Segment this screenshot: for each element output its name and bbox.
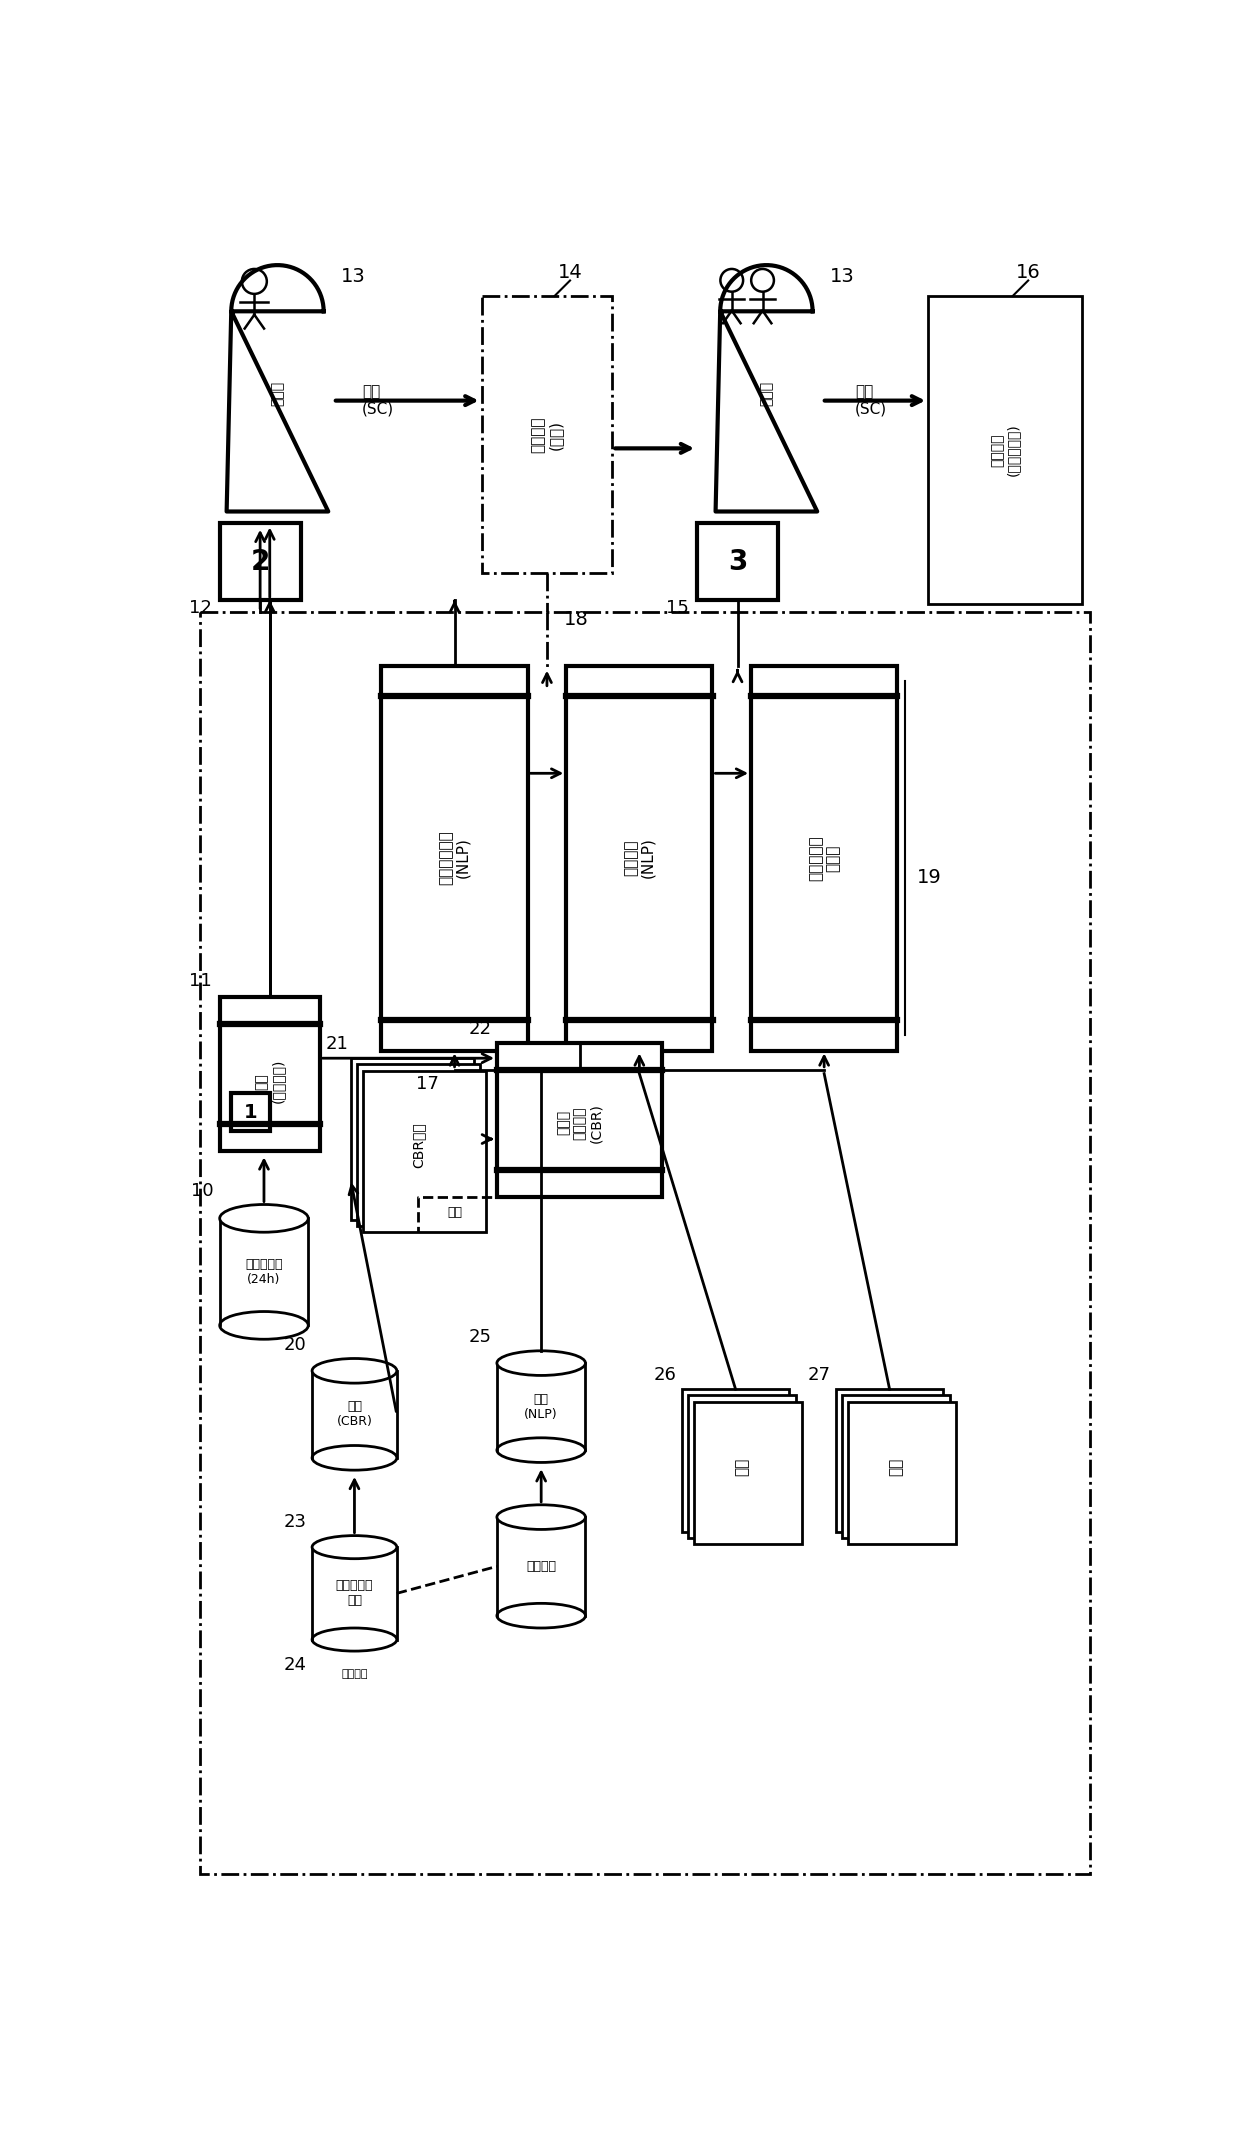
Text: 传感器
特征压缩
(CBR): 传感器 特征压缩 (CBR) [557, 1103, 603, 1143]
Ellipse shape [312, 1536, 397, 1559]
Bar [481, 296, 613, 573]
Text: 训练
(NLP): 训练 (NLP) [525, 1392, 558, 1420]
Text: 文本特征提取
(NLP): 文本特征提取 (NLP) [439, 830, 471, 886]
Bar [351, 1057, 474, 1221]
Bar [363, 1070, 486, 1231]
Bar [688, 1396, 796, 1538]
Text: 训练
(CBR): 训练 (CBR) [336, 1401, 372, 1429]
Text: 翻开: 翻开 [448, 1205, 463, 1218]
Bar [567, 665, 713, 1051]
Bar [928, 296, 1083, 605]
Polygon shape [715, 266, 817, 511]
Bar [497, 1042, 662, 1197]
Bar [219, 997, 320, 1150]
Bar [842, 1396, 950, 1538]
Ellipse shape [497, 1506, 585, 1529]
Text: 1: 1 [244, 1103, 258, 1122]
Text: 15: 15 [666, 598, 689, 618]
Ellipse shape [497, 1437, 585, 1463]
Bar [836, 1390, 944, 1532]
Text: 19: 19 [916, 869, 941, 886]
Text: 仪表板: 仪表板 [759, 380, 774, 405]
Text: 26: 26 [653, 1366, 676, 1384]
Bar [751, 665, 898, 1051]
Text: 历史案例: 历史案例 [526, 1559, 557, 1572]
Ellipse shape [312, 1446, 397, 1469]
Ellipse shape [497, 1351, 585, 1375]
Text: 隔离
(SC): 隔离 (SC) [362, 384, 394, 416]
Bar [201, 611, 1090, 1875]
Text: 16: 16 [1016, 264, 1040, 283]
Ellipse shape [219, 1311, 309, 1338]
Text: 22: 22 [469, 1019, 491, 1038]
Bar [697, 523, 777, 601]
Bar [219, 523, 300, 601]
Text: 初步通知
(案例): 初步通知 (案例) [531, 416, 563, 453]
Bar [231, 1092, 270, 1130]
Bar [682, 1390, 790, 1532]
Ellipse shape [219, 1205, 309, 1231]
Text: 21: 21 [325, 1036, 348, 1053]
Text: 历史传感器
数据: 历史传感器 数据 [336, 1579, 373, 1607]
Ellipse shape [312, 1358, 397, 1384]
Text: 11: 11 [188, 972, 212, 991]
Polygon shape [227, 266, 329, 511]
Text: 23: 23 [284, 1512, 306, 1532]
Text: 20: 20 [284, 1336, 306, 1353]
Text: 集群检索
(NLP): 集群检索 (NLP) [624, 837, 656, 879]
Text: 27: 27 [807, 1366, 831, 1384]
Text: 相互链接: 相互链接 [341, 1669, 368, 1680]
Text: 客户通知
(更新的案例): 客户通知 (更新的案例) [990, 423, 1021, 476]
Text: 13: 13 [341, 268, 366, 285]
Text: 集成的排序
和检索: 集成的排序 和检索 [808, 834, 841, 882]
Bar [357, 1064, 480, 1227]
Text: 传感器数据
(24h): 传感器数据 (24h) [246, 1257, 283, 1285]
Text: 仪表板: 仪表板 [270, 380, 284, 405]
Text: 语法: 语法 [734, 1459, 749, 1476]
Bar [848, 1401, 956, 1544]
Text: 检测
(基于代理): 检测 (基于代理) [254, 1060, 285, 1103]
Ellipse shape [312, 1628, 397, 1652]
Text: 诊断
(SC): 诊断 (SC) [854, 384, 887, 416]
Text: 18: 18 [564, 609, 589, 628]
Bar [382, 665, 528, 1051]
Bar [694, 1401, 802, 1544]
Text: 2: 2 [250, 547, 270, 575]
Text: 13: 13 [830, 268, 854, 285]
Text: 12: 12 [188, 598, 212, 618]
Text: CBR模型: CBR模型 [412, 1122, 425, 1169]
Text: 17: 17 [417, 1075, 439, 1092]
Text: 24: 24 [284, 1656, 306, 1673]
Text: 10: 10 [191, 1182, 215, 1199]
Text: 14: 14 [558, 264, 583, 283]
Ellipse shape [497, 1602, 585, 1628]
Text: 集群: 集群 [888, 1459, 903, 1476]
Text: 3: 3 [728, 547, 748, 575]
Text: 25: 25 [469, 1328, 491, 1345]
